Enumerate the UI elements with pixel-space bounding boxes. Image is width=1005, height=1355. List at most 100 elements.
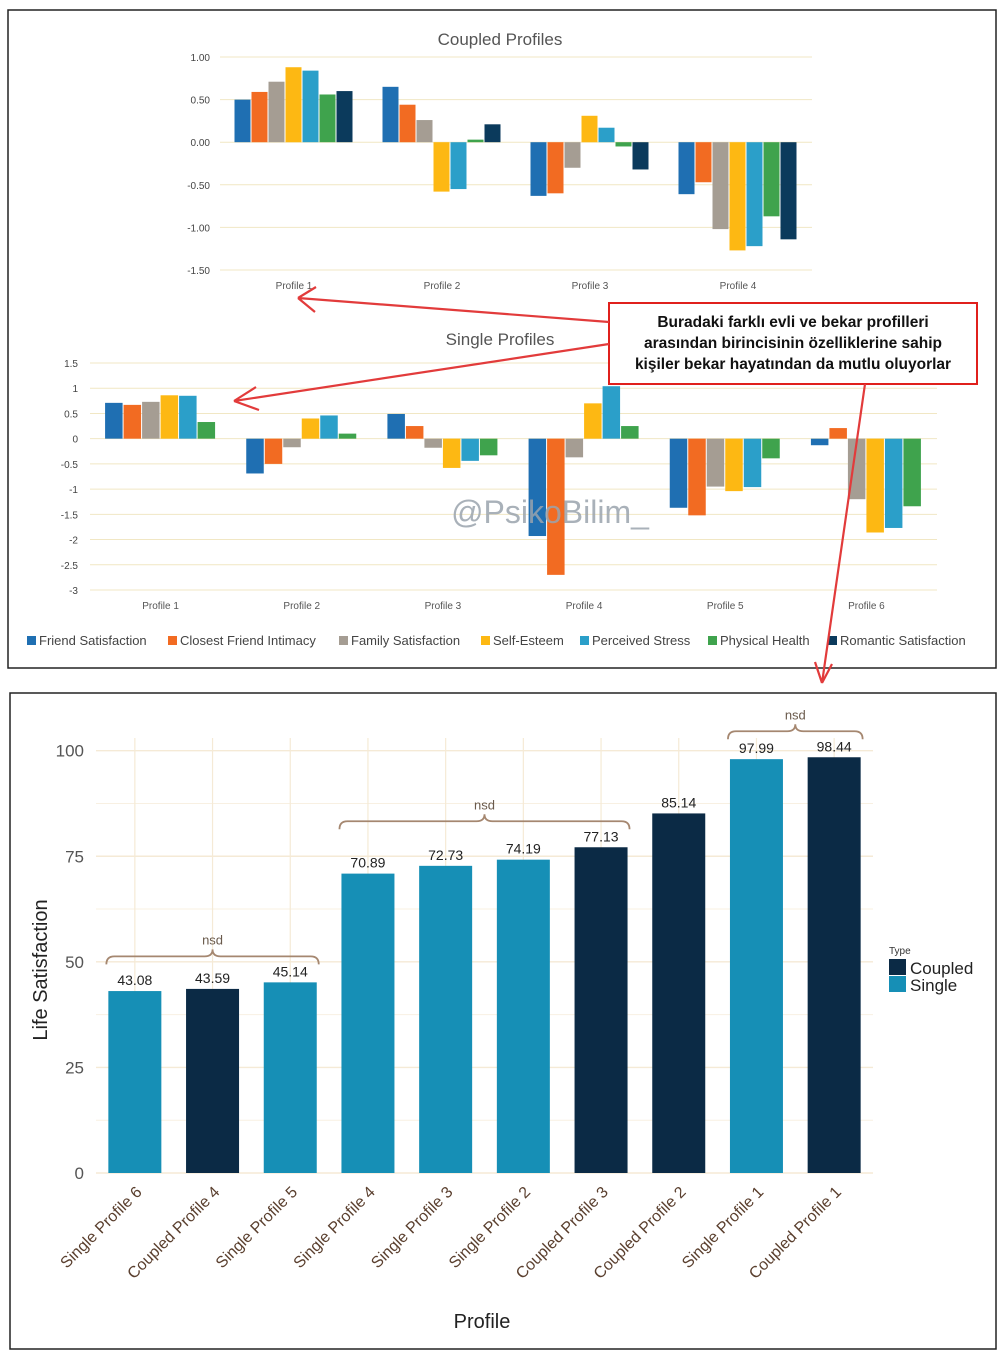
type-legend-label-coupled: Coupled (910, 959, 973, 978)
legend-swatch-closest (168, 636, 177, 645)
bar-value-label: 43.59 (195, 970, 230, 986)
bar-physical: Physical Health Profile 3: -0.05 (615, 142, 632, 147)
bar-esteem: Self-Esteem Profile 1: 0.88 (285, 67, 302, 143)
bar-stress: Perceived Stress Profile 2: 0.46 (320, 415, 338, 439)
arrow-to-coupled-profile-1 (297, 286, 610, 324)
bar-stress: Perceived Stress Profile 2: -0.55 (450, 142, 467, 190)
nsd-label: nsd (202, 932, 223, 947)
x-category-label: Profile 6 (848, 601, 885, 612)
x-category-label: Profile 4 (566, 601, 603, 612)
nsd-bracket (338, 814, 631, 830)
bar-physical: Physical Health Profile 5: -0.39 (762, 438, 780, 459)
bar-coupled (574, 847, 628, 1173)
bar-physical: Physical Health Profile 6: -1.34 (903, 438, 921, 507)
life-x-axis-title: Profile (454, 1311, 511, 1333)
y-tick-label: 1.00 (191, 53, 211, 64)
bar-closest: Closest Friend Intimacy Profile 1: 0.59 (251, 91, 268, 143)
legend-swatch-romantic (828, 636, 837, 645)
legend-label-romantic: Romantic Satisfaction (840, 633, 966, 648)
bar-friend: Friend Satisfaction Profile 2: 0.65 (382, 86, 399, 143)
bar-romantic: Romantic Satisfaction Profile 4: -1.14 (780, 142, 797, 240)
bar-esteem: Self-Esteem Profile 4: -1.27 (729, 142, 746, 251)
bar-romantic: Romantic Satisfaction Profile 1: 0.6 (336, 91, 353, 143)
y-tick-label: -0.50 (187, 181, 210, 192)
legend-label-stress: Perceived Stress (592, 633, 691, 648)
single-chart-title: Single Profiles (446, 330, 555, 349)
bar-physical: Physical Health Profile 4: -0.87 (763, 142, 780, 217)
bar-family: Family Satisfaction Profile 5: -0.95 (706, 438, 725, 487)
x-category-label: Profile 1 (276, 281, 313, 292)
bar-esteem: Self-Esteem Profile 6: -1.86 (866, 438, 884, 533)
legend-label-friend: Friend Satisfaction (39, 633, 147, 648)
type-legend-swatch-coupled (889, 959, 906, 975)
bar-value-label: 97.99 (739, 740, 774, 756)
bar-friend: Friend Satisfaction Profile 1: 0.71 (105, 402, 123, 439)
bar-value-label: 45.14 (273, 963, 308, 979)
annotation-line-1: Buradaki farklı evli ve bekar profilleri (657, 314, 928, 331)
bar-single (108, 991, 162, 1173)
coupled-chart-title: Coupled Profiles (438, 30, 563, 49)
x-category-label: Profile 5 (707, 601, 744, 612)
annotation-line-3: kişiler bekar hayatından da mutlu oluyor… (635, 356, 951, 373)
legend-swatch-stress (580, 636, 589, 645)
bar-coupled (807, 757, 861, 1173)
coupled-profiles-chart: Coupled Profiles 1.00 0.50 0.00 -0.50 -1.00 -… (187, 30, 812, 292)
bar-family: Family Satisfaction Profile 6: -1.2 (847, 438, 866, 500)
bar-physical: Physical Health Profile 3: -0.33 (479, 438, 498, 456)
y-tick-label: 75 (65, 847, 84, 866)
x-category-label: Profile 3 (425, 601, 462, 612)
y-tick-label: -2.5 (61, 561, 79, 572)
bar-family: Family Satisfaction Profile 3: -0.18 (424, 438, 442, 448)
x-category-label: Profile 2 (424, 281, 461, 292)
bar-physical: Physical Health Profile 2: 0.1 (338, 433, 357, 439)
bar-stress: Perceived Stress Profile 1: 0.85 (179, 395, 197, 439)
bar-friend: Friend Satisfaction Profile 3: 0.49 (387, 413, 405, 439)
arrow-to-life-satisfaction (813, 383, 867, 684)
bar-single (341, 873, 395, 1173)
watermark: @PsikoBilim_ (451, 494, 650, 530)
type-legend-title: Type (889, 946, 911, 957)
bar-single (729, 759, 783, 1173)
type-legend-label-single: Single (910, 976, 957, 995)
bar-value-label: 72.73 (428, 847, 463, 863)
bar-stress: Perceived Stress Profile 3: -0.44 (461, 438, 479, 461)
y-tick-label: -3 (69, 586, 78, 597)
x-category-label: Profile 4 (720, 281, 757, 292)
type-legend-swatch-single (889, 976, 906, 992)
bar-physical: Physical Health Profile 1: 0.56 (319, 94, 336, 143)
nsd-label: nsd (474, 797, 495, 812)
legend-label-closest: Closest Friend Intimacy (180, 633, 316, 648)
bar-friend: Friend Satisfaction Profile 1: 0.5 (234, 99, 251, 143)
bar-friend: Friend Satisfaction Profile 3: -0.63 (530, 142, 547, 196)
y-tick-label: -2 (69, 536, 78, 547)
y-tick-label: -1 (69, 485, 78, 496)
legend-swatch-family (339, 636, 348, 645)
bar-esteem: Self-Esteem Profile 3: -0.58 (442, 438, 461, 468)
bar-stress: Perceived Stress Profile 4: 1.04 (602, 386, 621, 439)
legend-swatch-physical (708, 636, 717, 645)
bar-family: Family Satisfaction Profile 1: 0.71 (268, 81, 285, 143)
bar-stress: Perceived Stress Profile 1: 0.84 (302, 70, 319, 143)
legend-label-esteem: Self-Esteem (493, 633, 564, 648)
bar-value-label: 70.89 (350, 855, 385, 871)
x-category-label: Profile 3 (572, 281, 609, 292)
bar-esteem: Self-Esteem Profile 3: 0.31 (581, 115, 598, 143)
bar-closest: Closest Friend Intimacy Profile 4: -2.7 (547, 438, 565, 575)
life-satisfaction-chart: Life Satisfaction Profile 0 25 50 75 100 43.0… (30, 707, 873, 1333)
bar-value-label: 85.14 (661, 794, 696, 810)
y-tick-label: 0.50 (191, 96, 211, 107)
y-tick-label: 0 (72, 435, 78, 446)
bar-closest: Closest Friend Intimacy Profile 4: -0.47 (695, 142, 712, 183)
y-tick-label: 50 (65, 953, 84, 972)
bar-value-label: 74.19 (506, 841, 541, 857)
bar-esteem: Self-Esteem Profile 2: 0.4 (301, 418, 320, 439)
bar-coupled (186, 988, 240, 1173)
bar-closest: Closest Friend Intimacy Profile 2: -0.5 (264, 438, 283, 464)
bar-stress: Perceived Stress Profile 3: 0.17 (598, 127, 615, 143)
bar-closest: Closest Friend Intimacy Profile 1: 0.67 (123, 404, 142, 439)
bar-single (263, 982, 317, 1173)
y-tick-label: 0.5 (64, 409, 78, 420)
legend-swatch-friend (27, 636, 36, 645)
